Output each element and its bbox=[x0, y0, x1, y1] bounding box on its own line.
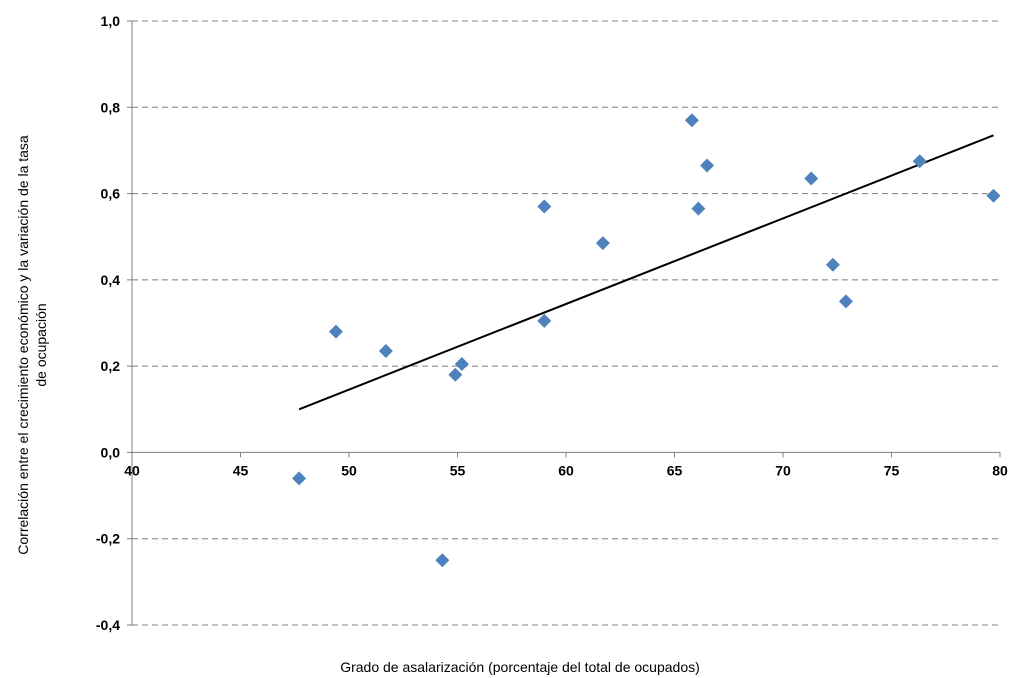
y-axis-title: Correlación entre el crecimiento económi… bbox=[15, 135, 49, 555]
x-tick-label: 55 bbox=[450, 462, 466, 478]
trendline-group bbox=[298, 134, 994, 411]
data-point-14 bbox=[838, 294, 853, 309]
x-tick-label: 40 bbox=[124, 462, 140, 478]
data-point-4 bbox=[448, 367, 463, 382]
data-points bbox=[292, 113, 1001, 568]
x-tick-labels: 40 45 50 55 60 65 70 75 80 bbox=[124, 462, 1008, 478]
y-axis-title-line-2: de ocupación bbox=[33, 303, 49, 386]
data-point-5 bbox=[454, 356, 469, 371]
data-point-11 bbox=[700, 158, 715, 173]
y-tick-label: 0,8 bbox=[101, 99, 121, 115]
data-point-16 bbox=[986, 188, 1001, 203]
data-point-10 bbox=[691, 201, 706, 216]
data-point-7 bbox=[537, 199, 552, 214]
x-axis-title: Grado de asalarización (porcentaje del t… bbox=[340, 659, 700, 675]
data-point-13 bbox=[825, 257, 840, 272]
y-tick-label: -0,2 bbox=[96, 531, 120, 547]
y-tick-label: 0,0 bbox=[101, 444, 121, 460]
y-tick-label: 0,4 bbox=[101, 272, 121, 288]
x-tick-label: 70 bbox=[775, 462, 791, 478]
x-tick-label: 45 bbox=[233, 462, 249, 478]
data-point-1 bbox=[328, 324, 343, 339]
y-axis-title-line-1: Correlación entre el crecimiento económi… bbox=[15, 135, 31, 555]
data-point-0 bbox=[292, 471, 307, 486]
x-tick-label: 60 bbox=[558, 462, 574, 478]
data-point-9 bbox=[684, 113, 699, 128]
y-tick-label: 1,0 bbox=[101, 13, 121, 29]
x-tick-label: 75 bbox=[884, 462, 900, 478]
data-point-6 bbox=[537, 313, 552, 328]
data-point-3 bbox=[435, 553, 450, 568]
y-tick-label: 0,2 bbox=[101, 358, 121, 374]
data-point-2 bbox=[378, 344, 393, 359]
x-tick-label: 80 bbox=[992, 462, 1008, 478]
data-point-12 bbox=[804, 171, 819, 186]
y-tick-labels: -0,4 -0,2 0,0 0,2 0,4 0,6 0,8 1,0 bbox=[96, 13, 120, 633]
axes bbox=[127, 20, 1001, 626]
data-point-15 bbox=[912, 154, 927, 169]
data-point-8 bbox=[595, 236, 610, 251]
y-tick-label: -0,4 bbox=[96, 617, 120, 633]
y-tick-label: 0,6 bbox=[101, 186, 121, 202]
x-tick-label: 50 bbox=[341, 462, 357, 478]
trendline bbox=[298, 134, 994, 411]
gridlines bbox=[132, 20, 1000, 626]
x-tick-label: 65 bbox=[667, 462, 683, 478]
